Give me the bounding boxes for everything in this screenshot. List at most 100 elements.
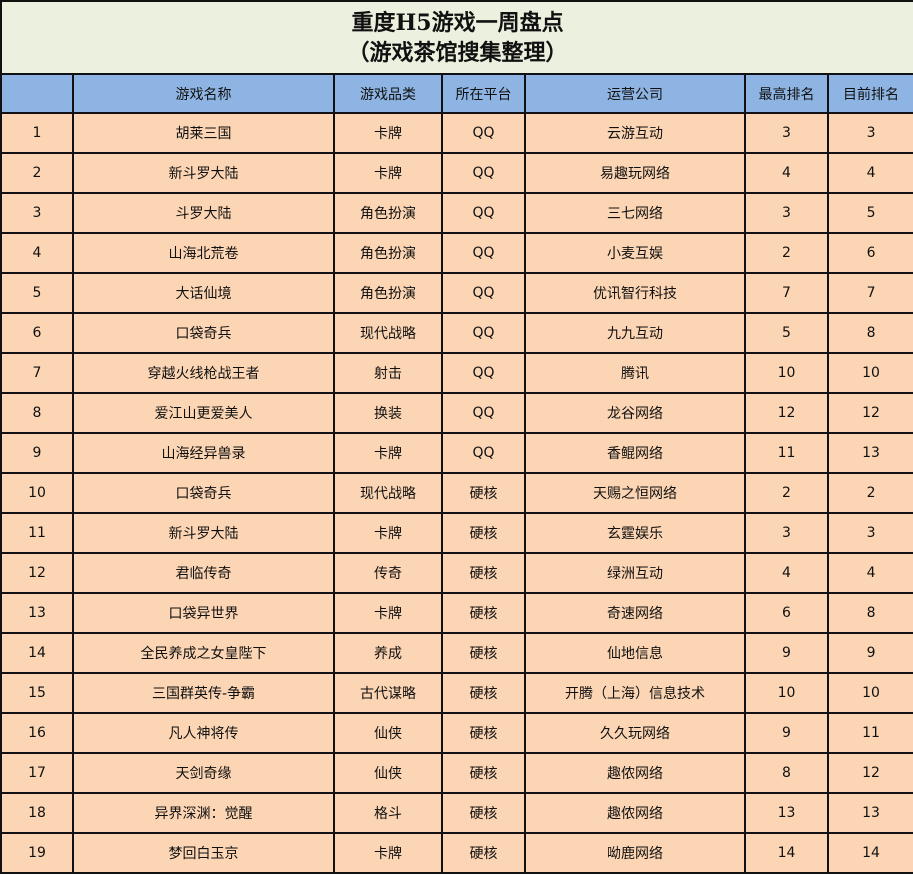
cell-operator: 久久玩网络: [524, 712, 746, 754]
cell-rank-index: 15: [0, 672, 74, 714]
table-row: 5 大话仙境 角色扮演 QQ 优讯智行科技 7 7: [0, 272, 913, 314]
cell-platform: QQ: [441, 312, 526, 354]
cell-game-name: 口袋奇兵: [72, 472, 335, 514]
cell-game-name: 胡莱三国: [72, 112, 335, 154]
cell-game-name: 君临传奇: [72, 552, 335, 594]
table-row: 1 胡莱三国 卡牌 QQ 云游互动 3 3: [0, 112, 913, 154]
cell-operator: 九九互动: [524, 312, 746, 354]
cell-platform: 硬核: [441, 512, 526, 554]
cell-platform: 硬核: [441, 752, 526, 794]
cell-game-name: 梦回白玉京: [72, 832, 335, 874]
cell-game-category: 角色扮演: [333, 232, 443, 274]
cell-rank-index: 11: [0, 512, 74, 554]
cell-platform: QQ: [441, 152, 526, 194]
cell-platform: 硬核: [441, 632, 526, 674]
cell-platform: QQ: [441, 232, 526, 274]
column-header-game-category: 游戏品类: [333, 73, 443, 114]
cell-rank-index: 10: [0, 472, 74, 514]
cell-current-rank: 6: [826, 232, 913, 274]
cell-game-name: 凡人神将传: [72, 712, 335, 754]
cell-game-name: 大话仙境: [72, 272, 335, 314]
cell-operator: 龙谷网络: [524, 392, 746, 434]
table-row: 3 斗罗大陆 角色扮演 QQ 三七网络 3 5: [0, 192, 913, 234]
cell-rank-index: 5: [0, 272, 74, 314]
table-row: 17 天剑奇缘 仙侠 硬核 趣侬网络 8 12: [0, 752, 913, 794]
cell-rank-index: 17: [0, 752, 74, 794]
cell-game-category: 传奇: [333, 552, 443, 594]
cell-rank-index: 8: [0, 392, 74, 434]
cell-current-rank: 3: [826, 112, 913, 154]
cell-highest-rank: 2: [744, 232, 829, 274]
cell-highest-rank: 3: [744, 512, 829, 554]
cell-highest-rank: 3: [744, 112, 829, 154]
cell-game-name: 口袋异世界: [72, 592, 335, 634]
cell-current-rank: 4: [826, 152, 913, 194]
cell-highest-rank: 2: [744, 472, 829, 514]
cell-game-category: 古代谋略: [333, 672, 443, 714]
table-row: 2 新斗罗大陆 卡牌 QQ 易趣玩网络 4 4: [0, 152, 913, 194]
cell-game-name: 爱江山更爱美人: [72, 392, 335, 434]
cell-current-rank: 13: [826, 432, 913, 474]
cell-current-rank: 14: [826, 832, 913, 874]
cell-highest-rank: 6: [744, 592, 829, 634]
table-row: 10 口袋奇兵 现代战略 硬核 天赐之恒网络 2 2: [0, 472, 913, 514]
cell-platform: 硬核: [441, 672, 526, 714]
cell-game-category: 卡牌: [333, 152, 443, 194]
table-row: 8 爱江山更爱美人 换装 QQ 龙谷网络 12 12: [0, 392, 913, 434]
cell-highest-rank: 5: [744, 312, 829, 354]
cell-operator: 仙地信息: [524, 632, 746, 674]
cell-operator: 优讯智行科技: [524, 272, 746, 314]
table-row: 14 全民养成之女皇陛下 养成 硬核 仙地信息 9 9: [0, 632, 913, 674]
cell-highest-rank: 3: [744, 192, 829, 234]
cell-highest-rank: 10: [744, 672, 829, 714]
column-header-operator: 运营公司: [524, 73, 746, 114]
cell-highest-rank: 13: [744, 792, 829, 834]
cell-platform: 硬核: [441, 592, 526, 634]
cell-rank-index: 2: [0, 152, 74, 194]
table-row: 15 三国群英传-争霸 古代谋略 硬核 开腾（上海）信息技术 10 10: [0, 672, 913, 714]
cell-highest-rank: 8: [744, 752, 829, 794]
table-row: 18 异界深渊：觉醒 格斗 硬核 趣侬网络 13 13: [0, 792, 913, 834]
cell-operator: 奇速网络: [524, 592, 746, 634]
cell-platform: QQ: [441, 192, 526, 234]
cell-rank-index: 18: [0, 792, 74, 834]
cell-current-rank: 8: [826, 312, 913, 354]
cell-highest-rank: 14: [744, 832, 829, 874]
cell-current-rank: 8: [826, 592, 913, 634]
cell-game-name: 山海北荒卷: [72, 232, 335, 274]
cell-highest-rank: 12: [744, 392, 829, 434]
table-row: 12 君临传奇 传奇 硬核 绿洲互动 4 4: [0, 552, 913, 594]
cell-game-name: 新斗罗大陆: [72, 152, 335, 194]
cell-rank-index: 7: [0, 352, 74, 394]
cell-platform: 硬核: [441, 832, 526, 874]
cell-game-category: 卡牌: [333, 512, 443, 554]
cell-platform: QQ: [441, 352, 526, 394]
cell-game-category: 卡牌: [333, 592, 443, 634]
cell-game-name: 穿越火线枪战王者: [72, 352, 335, 394]
title-line1: 重度H5游戏一周盘点: [351, 9, 564, 36]
cell-game-category: 射击: [333, 352, 443, 394]
cell-platform: 硬核: [441, 712, 526, 754]
cell-current-rank: 12: [826, 392, 913, 434]
cell-game-category: 卡牌: [333, 832, 443, 874]
cell-game-category: 现代战略: [333, 312, 443, 354]
cell-highest-rank: 11: [744, 432, 829, 474]
cell-game-category: 换装: [333, 392, 443, 434]
cell-rank-index: 19: [0, 832, 74, 874]
column-header-highest-rank: 最高排名: [744, 73, 829, 114]
cell-rank-index: 6: [0, 312, 74, 354]
cell-platform: 硬核: [441, 792, 526, 834]
cell-platform: QQ: [441, 112, 526, 154]
table-row: 7 穿越火线枪战王者 射击 QQ 腾讯 10 10: [0, 352, 913, 394]
title-line2: （游戏茶馆搜集整理）: [347, 39, 568, 66]
cell-current-rank: 10: [826, 352, 913, 394]
cell-operator: 小麦互娱: [524, 232, 746, 274]
table-row: 19 梦回白玉京 卡牌 硬核 呦鹿网络 14 14: [0, 832, 913, 874]
cell-game-category: 角色扮演: [333, 272, 443, 314]
column-header-rank-index: [0, 73, 74, 114]
cell-highest-rank: 7: [744, 272, 829, 314]
cell-game-category: 卡牌: [333, 432, 443, 474]
cell-highest-rank: 10: [744, 352, 829, 394]
cell-current-rank: 4: [826, 552, 913, 594]
